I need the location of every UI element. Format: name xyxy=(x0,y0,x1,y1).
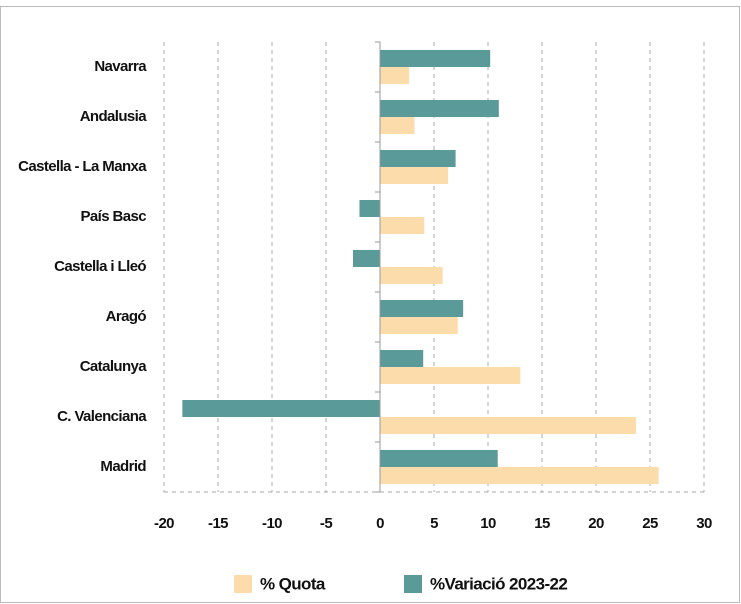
bar xyxy=(359,200,380,217)
legend-label: % Quota xyxy=(260,574,326,593)
bar xyxy=(380,50,491,67)
x-tick-label: -15 xyxy=(208,515,228,532)
bar xyxy=(380,350,424,367)
bar xyxy=(380,417,636,434)
bar xyxy=(380,217,425,234)
y-tick-label: Aragó xyxy=(106,308,147,325)
legend-swatch xyxy=(234,575,252,593)
x-tick-label: -5 xyxy=(320,515,332,532)
bar xyxy=(380,300,464,317)
y-tick-label: País Basc xyxy=(81,208,147,225)
x-tick-label: 0 xyxy=(376,515,384,532)
y-tick-label: Andalusia xyxy=(80,108,148,125)
chart-frame xyxy=(0,6,740,603)
y-tick-label: Madrid xyxy=(100,458,146,475)
bar xyxy=(182,400,380,417)
legend-label: %Variació 2023-22 xyxy=(430,574,567,593)
x-tick-label: -10 xyxy=(262,515,282,532)
y-tick-label: Navarra xyxy=(94,58,147,75)
legend-swatch xyxy=(404,575,422,593)
bar xyxy=(380,450,498,467)
y-tick-label: C. Valenciana xyxy=(57,408,147,425)
x-tick-label: 20 xyxy=(588,515,604,532)
x-tick-label: 5 xyxy=(430,515,438,532)
bar xyxy=(380,150,456,167)
bar xyxy=(380,100,499,117)
x-tick-label: 30 xyxy=(696,515,712,532)
y-tick-label: Castella i Lleó xyxy=(54,258,146,275)
bar xyxy=(380,117,415,134)
bar xyxy=(353,250,380,267)
x-tick-label: 10 xyxy=(480,515,496,532)
bar xyxy=(380,467,659,484)
x-tick-label: 25 xyxy=(642,515,658,532)
y-tick-label: Catalunya xyxy=(80,358,148,375)
bar xyxy=(380,67,410,84)
bar xyxy=(380,267,443,284)
x-tick-label: 15 xyxy=(534,515,550,532)
bar xyxy=(380,167,449,184)
bar xyxy=(380,367,521,384)
bar xyxy=(380,317,458,334)
y-tick-label: Castella - La Manxa xyxy=(18,158,147,175)
x-tick-label: -20 xyxy=(154,515,174,532)
